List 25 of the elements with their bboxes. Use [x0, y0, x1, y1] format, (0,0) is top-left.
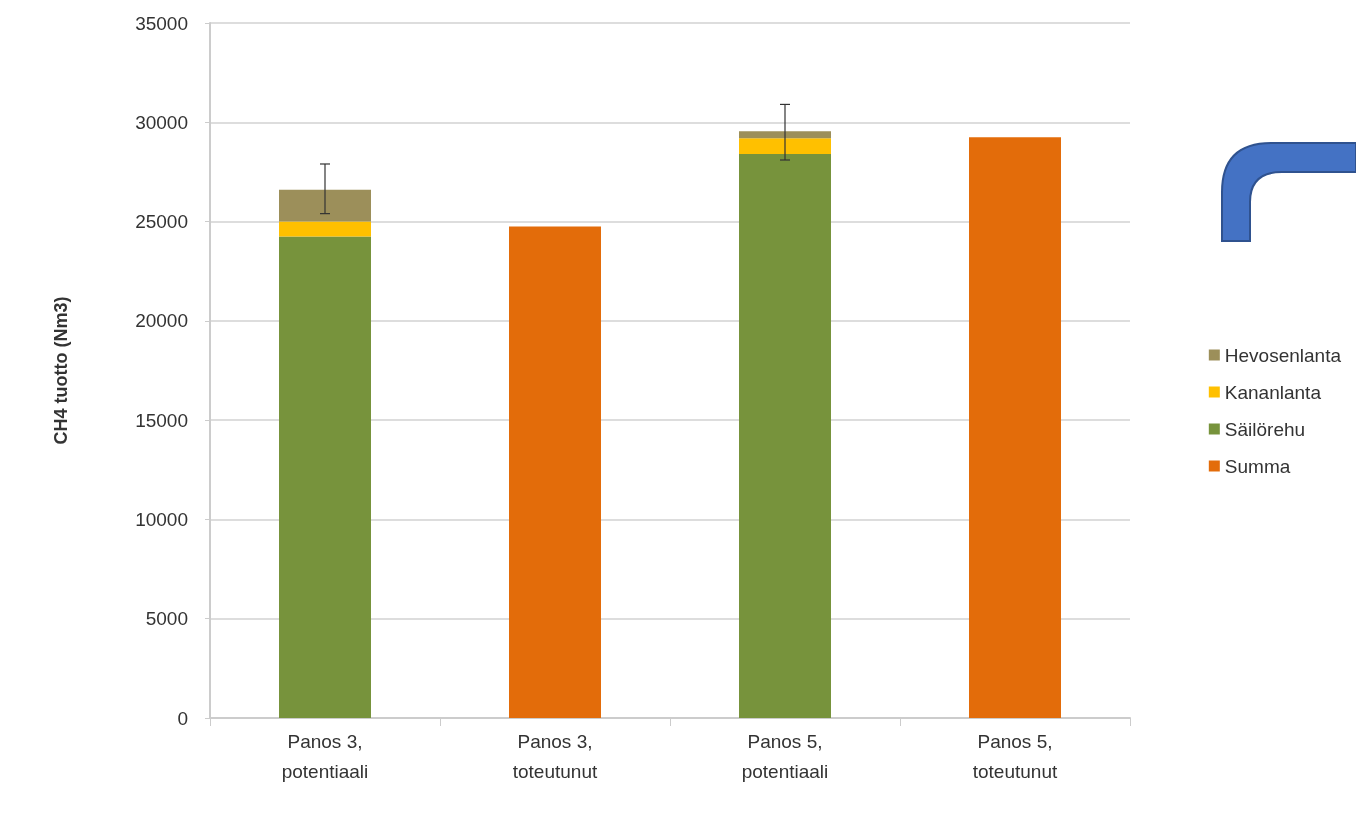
bar: [279, 236, 371, 718]
y-tick-label: 30000: [135, 111, 188, 133]
bar: [509, 226, 601, 718]
x-tick-label: Panos 5, potentiaali: [741, 730, 829, 782]
legend-label: Säilörehu: [1224, 418, 1306, 440]
y-tick-label: 0: [177, 707, 188, 729]
legend-label: Hevosenlanta: [1224, 344, 1342, 366]
bar: [739, 154, 831, 718]
bar: [739, 138, 831, 155]
y-tick-label: 10000: [135, 508, 188, 530]
legend-label: Kananlanta: [1224, 381, 1322, 403]
bar: [739, 131, 831, 139]
y-axis-title: CH4 tuotto (Nm3): [51, 296, 71, 445]
y-tick-label: 5000: [145, 608, 188, 630]
y-tick-label: 25000: [135, 211, 188, 233]
bar: [279, 221, 371, 237]
x-tick-label: Panos 5, toteutunut: [972, 730, 1058, 782]
x-tick-label: Panos 3, potentiaali: [281, 730, 369, 782]
bar: [279, 189, 371, 222]
legend-label: Summa: [1224, 455, 1291, 477]
y-tick-label: 15000: [135, 409, 188, 431]
bar: [969, 137, 1061, 718]
y-tick-label: 35000: [135, 12, 188, 34]
y-tick-label: 20000: [135, 310, 188, 332]
x-tick-label: Panos 3, toteutunut: [512, 730, 598, 782]
